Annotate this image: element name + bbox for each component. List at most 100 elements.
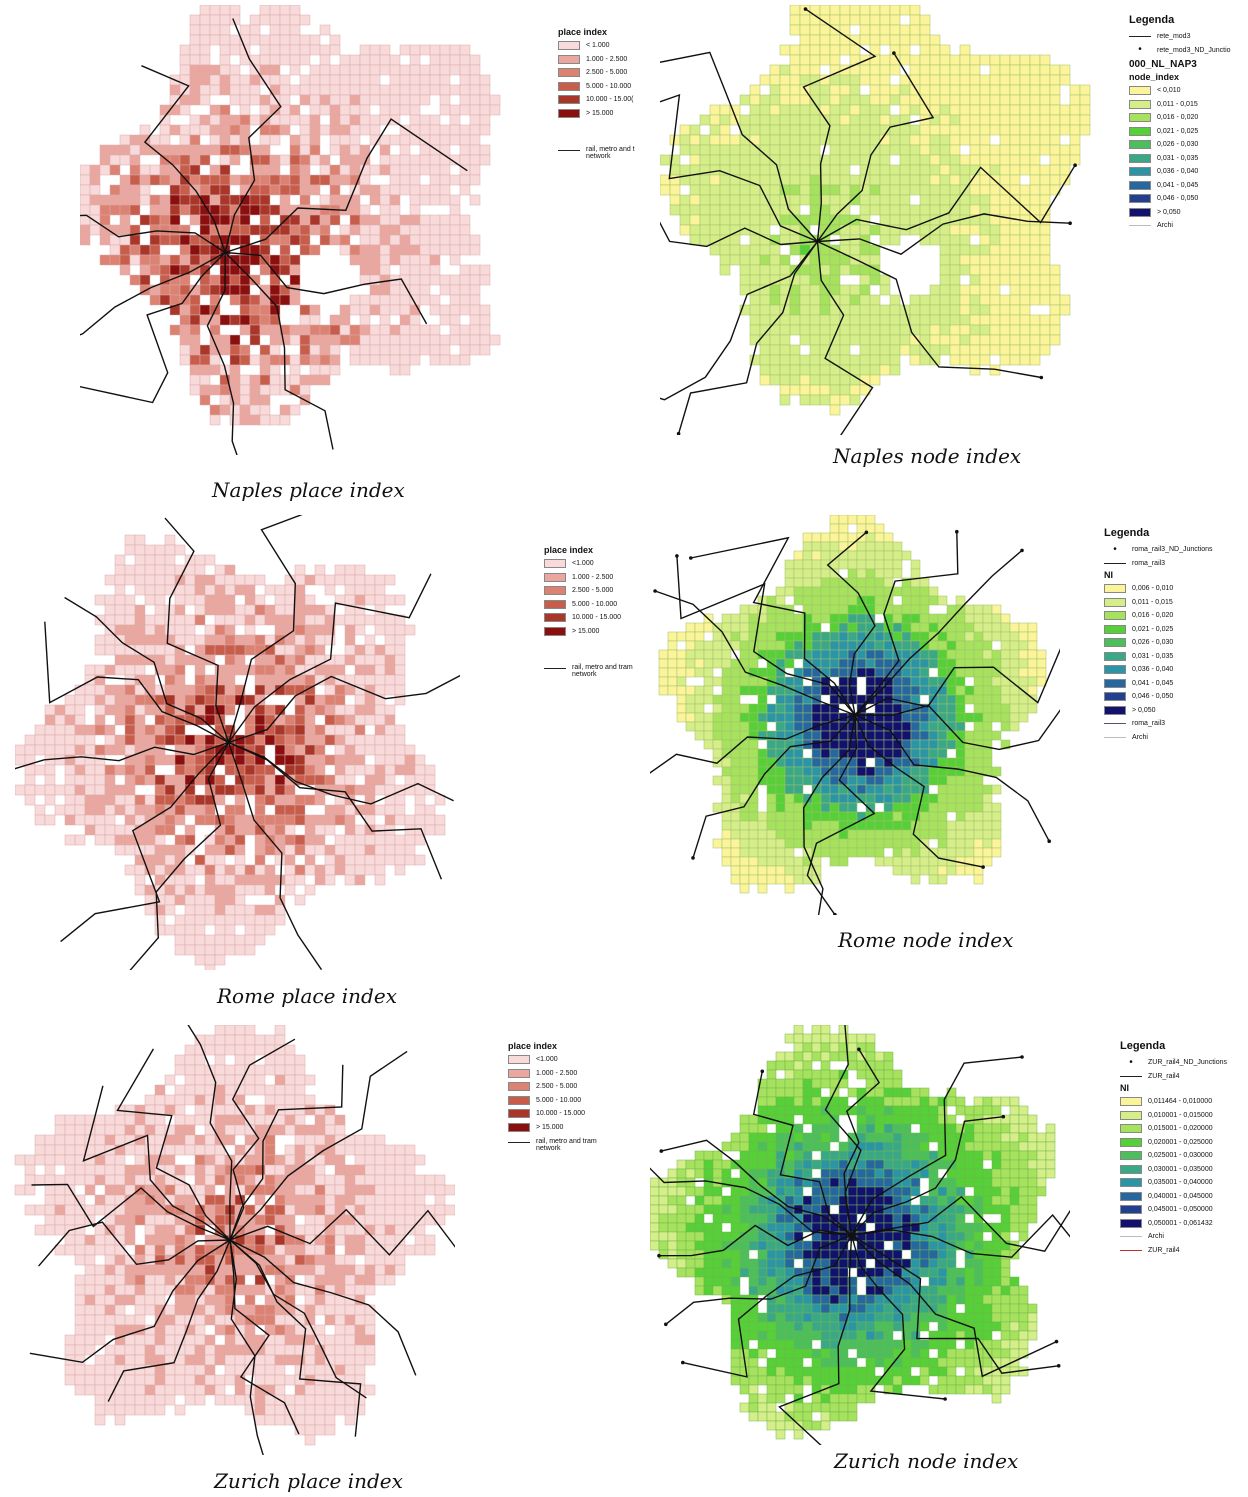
legend-class-5: 10.000 - 15.000 bbox=[544, 611, 640, 625]
legend-class-4: 0,020001 - 0,025000 bbox=[1120, 1136, 1245, 1150]
zurich-place-caption: Zurich place index bbox=[214, 1469, 403, 1493]
legend-class-3: 2.500 - 5.000 bbox=[544, 584, 640, 598]
legend-title: Legenda bbox=[1120, 1040, 1166, 1052]
legend-class-9: 0,046 - 0,050 bbox=[1104, 690, 1234, 704]
legend-title: place index bbox=[558, 27, 608, 37]
zurich-place-legend: place index <1.000 1.000 - 2.500 2.500 -… bbox=[508, 1041, 608, 1152]
legend-archi: Archi bbox=[1104, 731, 1234, 745]
naples-place-index-map bbox=[80, 5, 520, 455]
rail-network-lines bbox=[80, 18, 468, 455]
legend-class-2: 0,011 - 0,015 bbox=[1104, 596, 1234, 610]
rome-node-caption: Rome node index bbox=[838, 928, 1014, 952]
legend-class-3: 0,016 - 0,020 bbox=[1104, 609, 1234, 623]
legend-junctions: • roma_rail3_ND_Junctions bbox=[1113, 543, 1213, 555]
legend-class-2: 1.000 - 2.500 bbox=[544, 571, 640, 585]
legend-class-3: 2.500 - 5.000 bbox=[558, 66, 640, 80]
legend-class-5: 0,025001 - 0,030000 bbox=[1120, 1149, 1245, 1163]
rail-network-lines bbox=[29, 1025, 455, 1455]
legend-class-4: 5.000 - 10.000 bbox=[544, 598, 640, 612]
legend-junctions: • ZUR_rail4_ND_Junctions bbox=[1129, 1056, 1227, 1068]
zurich-node-legend: Legenda • ZUR_rail4_ND_Junctions ZUR_rail… bbox=[1120, 1040, 1245, 1257]
legend-class-3: 0,016 - 0,020 bbox=[1129, 111, 1244, 125]
zurich-node-caption: Zurich node index bbox=[834, 1449, 1019, 1473]
legend-class-5: 0,026 - 0,030 bbox=[1129, 138, 1244, 152]
legend-network-line: rete_mod3 bbox=[1129, 30, 1244, 44]
rome-node-legend: Legenda • roma_rail3_ND_Junctions roma_ra… bbox=[1104, 527, 1234, 744]
legend-class-7: 0,036 - 0,040 bbox=[1104, 663, 1234, 677]
legend-class-2: 1.000 - 2.500 bbox=[558, 53, 640, 67]
legend-archi: Archi bbox=[1120, 1230, 1245, 1244]
legend-class-4: 0,021 - 0,025 bbox=[1104, 623, 1234, 637]
legend-junctions: • rete_mod3_ND_Junctio bbox=[1138, 44, 1231, 56]
naples-place-caption: Naples place index bbox=[212, 478, 405, 502]
legend-archi: Archi bbox=[1129, 219, 1244, 233]
legend-layer-name: 000_NL_NAP3 bbox=[1129, 59, 1197, 70]
legend-class-10: 0,050001 - 0,061432 bbox=[1120, 1217, 1245, 1231]
legend-class-5: 10.000 - 15.00( bbox=[558, 93, 640, 107]
legend-class-10: > 0,050 bbox=[1129, 206, 1244, 220]
legend-class-1: <1.000 bbox=[508, 1053, 608, 1067]
legend-class-2: 0,011 - 0,015 bbox=[1129, 98, 1244, 112]
legend-class-9: 0,045001 - 0,050000 bbox=[1120, 1203, 1245, 1217]
legend-class-7: 0,035001 - 0,040000 bbox=[1120, 1176, 1245, 1190]
legend-class-1: 0,011464 - 0,010000 bbox=[1120, 1095, 1245, 1109]
legend-class-1: < 0,010 bbox=[1129, 84, 1244, 98]
legend-class-1: <1.000 bbox=[544, 557, 640, 571]
legend-class-8: 0,041 - 0,045 bbox=[1104, 677, 1234, 691]
legend-class-4: 5.000 - 10.000 bbox=[508, 1094, 608, 1108]
rail-network-lines bbox=[15, 515, 460, 970]
naples-node-legend: Legenda rete_mod3 • rete_mod3_ND_Junctio … bbox=[1129, 14, 1244, 233]
legend-class-6: > 15.000 bbox=[508, 1121, 608, 1135]
grid-cells bbox=[14, 1025, 455, 1446]
legend-network: rail, metro and t network bbox=[558, 146, 640, 160]
naples-node-index-map bbox=[660, 5, 1110, 435]
legend-class-10: > 0,050 bbox=[1104, 704, 1234, 718]
legend-class-8: 0,041 - 0,045 bbox=[1129, 179, 1244, 193]
naples-node-caption: Naples node index bbox=[833, 444, 1022, 468]
legend-class-1: 0,006 - 0,010 bbox=[1104, 582, 1234, 596]
legend-class-4: 0,021 - 0,025 bbox=[1129, 125, 1244, 139]
legend-class-5: 10.000 - 15.000 bbox=[508, 1107, 608, 1121]
legend-title: place index bbox=[508, 1041, 558, 1051]
legend-class-6: 0,031 - 0,035 bbox=[1129, 152, 1244, 166]
grid-cells bbox=[80, 5, 501, 426]
rome-place-index-map bbox=[15, 515, 460, 970]
legend-field-name: node_index bbox=[1129, 72, 1180, 82]
legend-network-line-2: ZUR_rail4 bbox=[1120, 1244, 1245, 1258]
legend-class-3: 0,015001 - 0,020000 bbox=[1120, 1122, 1245, 1136]
grid-cells bbox=[650, 1025, 1056, 1440]
rail-network-lines bbox=[650, 529, 1060, 915]
legend-class-4: 5.000 - 10.000 bbox=[558, 80, 640, 94]
zurich-node-index-map bbox=[650, 1025, 1070, 1445]
legend-title: Legenda bbox=[1129, 14, 1175, 26]
legend-class-8: 0,040001 - 0,045000 bbox=[1120, 1190, 1245, 1204]
legend-class-5: 0,026 - 0,030 bbox=[1104, 636, 1234, 650]
grid-cells bbox=[660, 5, 1091, 416]
legend-network: rail, metro and tram network bbox=[544, 664, 640, 678]
legend-title: Legenda bbox=[1104, 527, 1150, 539]
zurich-place-index-map bbox=[5, 1025, 455, 1455]
legend-class-6: > 15.000 bbox=[544, 625, 640, 639]
legend-class-6: > 15.000 bbox=[558, 107, 640, 121]
rome-place-caption: Rome place index bbox=[217, 984, 397, 1008]
legend-field-name: NI bbox=[1120, 1083, 1129, 1093]
legend-network: rail, metro and tram network bbox=[508, 1138, 608, 1152]
legend-class-2: 0,010001 - 0,015000 bbox=[1120, 1109, 1245, 1123]
legend-network-line-2: roma_rail3 bbox=[1104, 717, 1234, 731]
legend-field-name: NI bbox=[1104, 570, 1113, 580]
legend-class-7: 0,036 - 0,040 bbox=[1129, 165, 1244, 179]
legend-class-6: 0,030001 - 0,035000 bbox=[1120, 1163, 1245, 1177]
legend-class-6: 0,031 - 0,035 bbox=[1104, 650, 1234, 664]
legend-title: place index bbox=[544, 545, 594, 555]
rome-node-index-map bbox=[650, 515, 1060, 915]
legend-class-9: 0,046 - 0,050 bbox=[1129, 192, 1244, 206]
legend-network-line: roma_rail3 bbox=[1104, 557, 1234, 571]
rail-network-lines bbox=[660, 7, 1077, 435]
legend-network-line: ZUR_rail4 bbox=[1120, 1070, 1245, 1084]
naples-place-legend: place index < 1.000 1.000 - 2.500 2.500 … bbox=[558, 27, 640, 160]
legend-class-3: 2.500 - 5.000 bbox=[508, 1080, 608, 1094]
legend-class-2: 1.000 - 2.500 bbox=[508, 1067, 608, 1081]
grid-cells bbox=[15, 534, 446, 970]
rome-place-legend: place index <1.000 1.000 - 2.500 2.500 -… bbox=[544, 545, 640, 678]
rail-network-lines bbox=[650, 1025, 1070, 1445]
